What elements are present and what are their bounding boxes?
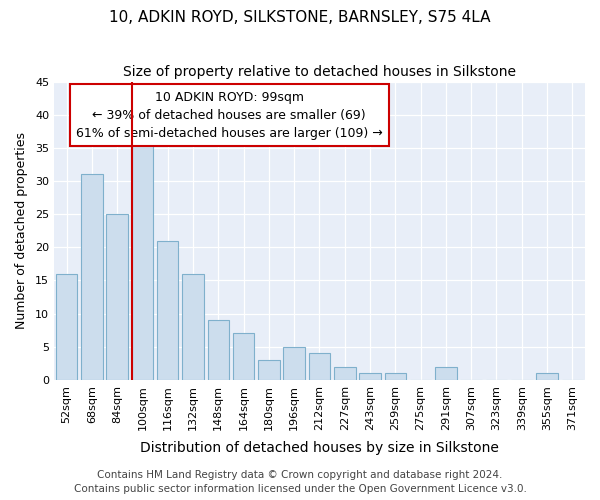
Bar bbox=[435, 366, 457, 380]
Text: Contains HM Land Registry data © Crown copyright and database right 2024.
Contai: Contains HM Land Registry data © Crown c… bbox=[74, 470, 526, 494]
Title: Size of property relative to detached houses in Silkstone: Size of property relative to detached ho… bbox=[123, 65, 516, 79]
Bar bbox=[131, 141, 153, 380]
Bar bbox=[233, 334, 254, 380]
X-axis label: Distribution of detached houses by size in Silkstone: Distribution of detached houses by size … bbox=[140, 441, 499, 455]
Bar bbox=[283, 347, 305, 380]
Bar bbox=[258, 360, 280, 380]
Y-axis label: Number of detached properties: Number of detached properties bbox=[15, 132, 28, 329]
Bar bbox=[157, 240, 178, 380]
Text: 10, ADKIN ROYD, SILKSTONE, BARNSLEY, S75 4LA: 10, ADKIN ROYD, SILKSTONE, BARNSLEY, S75… bbox=[109, 10, 491, 25]
Bar bbox=[182, 274, 204, 380]
Text: 10 ADKIN ROYD: 99sqm
← 39% of detached houses are smaller (69)
61% of semi-detac: 10 ADKIN ROYD: 99sqm ← 39% of detached h… bbox=[76, 90, 383, 140]
Bar bbox=[385, 374, 406, 380]
Bar bbox=[106, 214, 128, 380]
Bar bbox=[56, 274, 77, 380]
Bar bbox=[208, 320, 229, 380]
Bar bbox=[309, 354, 330, 380]
Bar bbox=[359, 374, 381, 380]
Bar bbox=[536, 374, 558, 380]
Bar bbox=[81, 174, 103, 380]
Bar bbox=[334, 366, 356, 380]
